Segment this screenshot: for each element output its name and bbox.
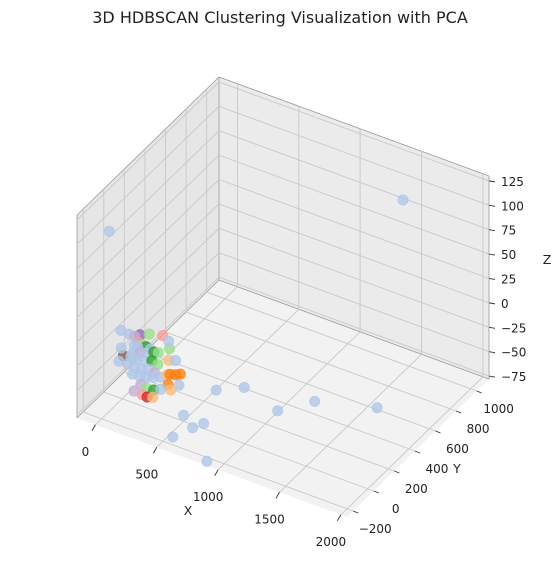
z-tick-label: 100 [501,199,524,213]
z-tick-label: 125 [501,175,524,189]
pane-edge [218,279,490,380]
pane-edge [218,76,490,177]
data-point [397,194,409,206]
x-tick-label: 1000 [193,490,224,504]
data-point [147,391,159,403]
z-tick-label: −50 [501,346,526,360]
x-tick-mark [275,492,280,499]
x-axis-label: X [184,503,193,518]
y-tick-mark [476,390,482,394]
data-point [187,422,199,434]
z-tick-mark [488,326,496,329]
x-tick-label: 0 [82,445,90,459]
y-gridline [103,189,374,492]
y-gridline [82,209,354,512]
z-gridline [76,81,490,221]
data-point [174,368,186,380]
y-tick-mark [394,470,400,474]
x-tick-mark [214,469,219,476]
data-point [143,328,155,340]
y-tick-label: 1000 [483,402,514,416]
z-tick-label: 0 [501,297,509,311]
y-tick-label: 200 [405,482,428,496]
z-gridline [76,203,490,343]
chart-title: 3D HDBSCAN Clustering Visualization with… [92,8,468,27]
y-axis-label: Y [452,461,461,476]
y-gridline [185,109,457,412]
z-tick-mark [488,180,496,183]
pane-edge [76,76,220,216]
pane-bottom [77,280,489,517]
pane-left [77,77,219,418]
y-tick-mark [455,410,462,414]
axes-panes [76,76,490,517]
data-point [238,381,250,393]
axis-ticks: 0500100015002000−20002004006008001000−75… [82,175,527,549]
z-tick-label: −25 [501,321,526,335]
data-point [178,409,190,421]
data-point [167,431,179,443]
z-gridline [76,227,490,367]
y-gridline [123,169,395,472]
z-tick-label: 25 [501,272,516,286]
y-tick-mark [373,490,379,494]
x-tick-mark [91,424,96,431]
data-point [210,384,222,396]
data-point [163,335,175,347]
data-point [170,355,182,367]
x-tick-label: 1500 [254,512,285,526]
z-tick-mark [488,253,496,256]
z-tick-mark [488,302,496,305]
y-tick-mark [414,450,421,454]
y-tick-label: −200 [359,522,392,536]
z-tick-mark [488,351,496,354]
data-point [115,342,127,354]
y-tick-label: 0 [392,502,400,516]
data-point [201,455,213,467]
x-tick-label: 2000 [316,535,347,549]
y-gridline [206,89,477,392]
z-gridline [76,276,490,416]
data-point [272,405,284,417]
y-tick-label: 800 [467,422,490,436]
grid-lines [76,81,490,516]
z-tick-label: −75 [501,370,526,384]
z-tick-label: 50 [501,248,516,262]
z-gridline [76,178,490,318]
z-tick-mark [488,229,496,232]
x-tick-label: 500 [135,467,158,481]
y-tick-label: 400 [425,462,448,476]
data-point [155,383,167,395]
data-point [173,379,185,391]
data-point [128,385,140,397]
z-tick-mark [488,278,496,280]
z-gridline [76,105,490,245]
data-point [113,355,125,367]
y-tick-mark [353,510,359,514]
data-point [309,395,321,407]
x-tick-mark [336,514,342,521]
y-tick-mark [435,430,441,434]
z-tick-mark [488,204,496,207]
data-point [152,347,164,359]
z-tick-mark [488,375,496,378]
z-tick-label: 75 [501,224,516,238]
data-point [165,384,177,396]
data-point [198,417,210,429]
y-tick-label: 600 [446,442,469,456]
z-gridline [76,154,490,294]
data-point [371,402,383,414]
z-axis-label: Z [543,252,552,267]
data-points [103,194,409,467]
x-tick-mark [152,447,158,454]
data-point [103,225,115,237]
